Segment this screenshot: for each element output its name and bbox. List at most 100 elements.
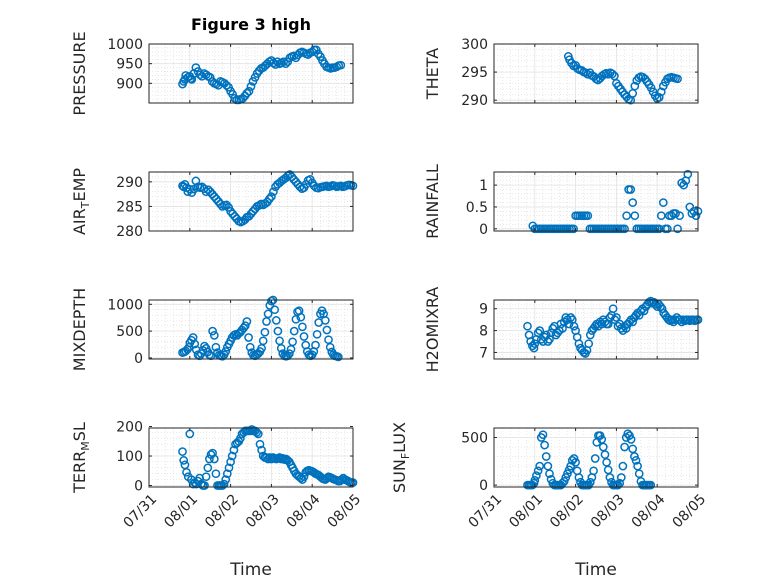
data-point: [333, 352, 343, 362]
data-point: [532, 471, 541, 480]
data-point: [654, 224, 664, 234]
data-point: [651, 300, 660, 309]
y-axis-label-tail: LUX: [390, 422, 409, 453]
data-point: [211, 342, 221, 352]
y-tick-label: 0: [134, 479, 143, 495]
data-point: [566, 313, 576, 322]
data-point: [260, 327, 270, 337]
y-tick-label: 100: [116, 449, 143, 465]
y-axis-label-main: SUN: [390, 459, 409, 493]
data-point: [622, 211, 631, 221]
data-point: [244, 86, 254, 96]
data-point: [203, 463, 213, 473]
y-axis-label: PRESSURE: [70, 31, 89, 115]
axes-box: [148, 299, 354, 360]
data-point: [528, 480, 537, 490]
data-point: [574, 339, 584, 349]
data-point: [607, 69, 617, 79]
data-point: [276, 343, 286, 353]
data-point: [240, 321, 250, 331]
data-point: [270, 305, 280, 315]
data-point: [246, 82, 256, 91]
subplot-1: 900 950 1000 PRESSURE: [70, 31, 354, 116]
data-point: [530, 339, 540, 349]
y-tick-label: 1000: [107, 297, 143, 313]
data-point: [657, 304, 667, 314]
series-points: [178, 170, 358, 227]
series-points: [178, 45, 346, 105]
axes-box: [493, 427, 699, 488]
y-axis-label: H2OMIXRA: [423, 287, 442, 373]
data-point: [255, 439, 265, 449]
data-point: [285, 349, 294, 358]
y-axis-label-sub: F: [399, 453, 412, 459]
data-point: [618, 461, 628, 471]
y-tick-label: 285: [116, 199, 143, 215]
data-point: [620, 442, 629, 452]
data-point: [683, 169, 693, 179]
data-point: [222, 200, 231, 210]
y-tick-label: 295: [461, 65, 488, 81]
data-point: [258, 336, 268, 346]
y-axis-label-sub: T: [79, 201, 92, 209]
data-point: [224, 463, 234, 473]
data-point: [626, 435, 636, 444]
axes-box: [148, 171, 354, 232]
y-axis-label-sub: M: [79, 441, 92, 451]
data-point: [226, 457, 235, 467]
data-point: [679, 180, 689, 190]
data-point: [227, 451, 237, 461]
y-axis-label-main: RAINFALL: [423, 164, 442, 239]
data-point: [600, 450, 610, 459]
y-tick-label: 300: [461, 37, 488, 53]
data-point: [216, 199, 225, 209]
figure-title: Figure 3 high: [191, 15, 311, 34]
data-point: [208, 326, 217, 336]
data-point: [320, 316, 330, 325]
data-point: [631, 456, 641, 465]
x-axis-label: Time: [574, 560, 617, 580]
data-point: [541, 452, 551, 461]
data-point: [182, 467, 191, 477]
data-point: [621, 324, 631, 333]
y-tick-label: 280: [116, 224, 143, 240]
data-point: [540, 440, 549, 450]
data-point: [620, 224, 629, 234]
subplot-2: 290 295 300 THETA: [423, 37, 699, 109]
data-point: [209, 454, 219, 464]
data-point: [336, 60, 346, 70]
data-point: [636, 306, 646, 316]
y-tick-label: 8: [479, 324, 488, 340]
data-point: [628, 198, 638, 207]
data-point: [658, 198, 668, 207]
axes-box: [148, 43, 354, 104]
y-tick-label: 290: [116, 175, 143, 191]
y-axis-label: MIXDEPTH: [70, 288, 89, 371]
y-tick-label: 1000: [107, 37, 143, 53]
data-point: [265, 194, 274, 204]
data-point: [528, 341, 537, 351]
data-point: [590, 454, 600, 463]
data-point: [222, 469, 232, 479]
data-point: [257, 445, 266, 455]
series-points: [563, 52, 682, 105]
data-point: [299, 332, 309, 341]
y-tick-label: 200: [116, 420, 143, 436]
data-point: [190, 339, 200, 349]
subplot-6: 7 8 9 H2OMIXRA: [423, 287, 703, 373]
data-point: [535, 326, 545, 335]
data-point: [585, 330, 595, 340]
y-axis-label: SUNFLUX: [390, 422, 412, 493]
data-point: [289, 326, 299, 336]
axes-box: [493, 171, 699, 232]
data-point: [571, 457, 580, 467]
y-tick-label: 0: [479, 222, 488, 238]
data-point: [208, 448, 217, 458]
data-point: [211, 469, 221, 479]
data-point: [230, 93, 240, 103]
y-axis-label: RAINFALL: [423, 164, 442, 239]
y-tick-label: 9: [479, 302, 488, 318]
data-point: [631, 310, 641, 320]
data-point: [608, 304, 618, 314]
